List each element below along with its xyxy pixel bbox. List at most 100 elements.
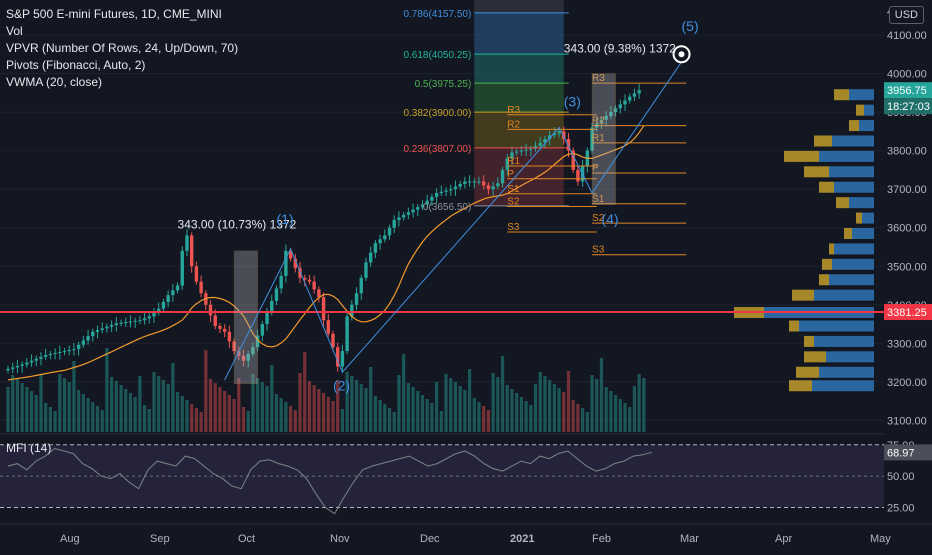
volume-bar bbox=[500, 356, 505, 432]
candle-body bbox=[251, 347, 255, 354]
candle-body bbox=[152, 312, 156, 317]
volume-bar bbox=[524, 401, 528, 432]
volume-bar bbox=[458, 386, 462, 432]
volume-bar bbox=[515, 393, 519, 432]
legend-pivots[interactable]: Pivots (Fibonacci, Auto, 2) bbox=[6, 58, 146, 72]
volume-bar bbox=[599, 358, 604, 432]
pivot-set2-label: S1 bbox=[592, 194, 605, 205]
volume-bar bbox=[77, 390, 81, 432]
candle-body bbox=[218, 326, 222, 329]
volume-bar bbox=[227, 395, 231, 432]
volume-bar bbox=[623, 403, 627, 432]
volume-bar bbox=[265, 386, 269, 432]
measure-box bbox=[591, 73, 616, 205]
target-icon bbox=[672, 45, 691, 64]
candle-body bbox=[284, 250, 288, 276]
volume-bar bbox=[284, 402, 288, 432]
price-tick: 4000.00 bbox=[887, 69, 927, 81]
time-tick: May bbox=[870, 533, 891, 545]
volume-bar bbox=[477, 402, 481, 432]
candle-body bbox=[29, 360, 34, 363]
volume-bar bbox=[161, 380, 166, 432]
target-icon-center bbox=[678, 51, 685, 58]
candle-body bbox=[354, 293, 359, 305]
candle-body bbox=[11, 367, 15, 369]
legend-vpvr[interactable]: VPVR (Number Of Rows, 24, Up/Down, 70) bbox=[6, 41, 239, 55]
candle-body bbox=[53, 352, 57, 354]
last-price-value: 3956.75 bbox=[887, 85, 927, 97]
volume-bar bbox=[326, 397, 330, 432]
pivot-set1-label: P bbox=[507, 169, 514, 180]
candle-body bbox=[48, 353, 53, 355]
volume-bar bbox=[581, 408, 585, 432]
volume-bar bbox=[25, 387, 29, 432]
candle-body bbox=[222, 328, 227, 332]
volume-bar bbox=[387, 408, 392, 432]
volume-bar bbox=[251, 374, 255, 432]
candle-body bbox=[208, 304, 213, 316]
candle-body bbox=[543, 139, 547, 143]
volume-bar bbox=[298, 373, 302, 432]
pivot-set2-label: R2 bbox=[592, 116, 605, 127]
vpvr-bar bbox=[784, 150, 819, 162]
price-tick: 3200.00 bbox=[887, 377, 927, 389]
volume-bar bbox=[383, 404, 387, 432]
volume-bar bbox=[609, 391, 613, 432]
candle-body bbox=[458, 184, 462, 187]
candle-body bbox=[86, 336, 90, 341]
mfi-legend[interactable]: MFI (14) bbox=[6, 441, 52, 455]
volume-bar bbox=[166, 384, 170, 432]
candle-body bbox=[194, 266, 199, 282]
candle-body bbox=[350, 304, 354, 317]
volume-bar bbox=[557, 388, 561, 432]
volume-bar bbox=[411, 387, 415, 432]
candle-body bbox=[387, 227, 392, 236]
volume-bar bbox=[232, 399, 236, 432]
candle-body bbox=[604, 115, 608, 120]
volume-bar bbox=[562, 392, 566, 432]
vpvr-bar bbox=[849, 89, 874, 101]
legend-volume[interactable]: Vol bbox=[6, 24, 23, 38]
candle-body bbox=[444, 190, 448, 192]
candle-body bbox=[566, 139, 571, 151]
volume-bar bbox=[416, 391, 420, 432]
volume-bar bbox=[392, 412, 396, 432]
volume-bar bbox=[576, 404, 580, 432]
chart-title[interactable]: S&P 500 E-mini Futures, 1D, CME_MINI bbox=[6, 7, 222, 21]
volume-bar bbox=[613, 395, 618, 432]
time-tick: Apr bbox=[775, 533, 792, 545]
volume-bar bbox=[279, 398, 283, 432]
vpvr-bar bbox=[834, 243, 874, 255]
candle-body bbox=[637, 90, 641, 94]
currency-button[interactable]: USD bbox=[888, 6, 924, 24]
candle-body bbox=[420, 204, 425, 208]
vpvr-bar bbox=[829, 166, 874, 178]
candle-body bbox=[185, 235, 189, 251]
volume-bar bbox=[406, 383, 410, 432]
pivot-set1-label: S1 bbox=[507, 184, 520, 195]
candle-body bbox=[472, 181, 476, 183]
volume-bar bbox=[345, 372, 349, 432]
mfi-tick: 25.00 bbox=[887, 502, 915, 514]
volume-bar bbox=[510, 389, 514, 432]
vpvr-bar bbox=[836, 197, 849, 209]
volume-bar bbox=[105, 348, 109, 432]
volume-bar bbox=[95, 406, 100, 432]
fib-level-label: 0.5(3975.25) bbox=[415, 79, 472, 90]
volume-bar bbox=[317, 389, 321, 432]
fib-zone bbox=[474, 12, 564, 55]
last-price-badge bbox=[884, 82, 932, 99]
candle-body bbox=[590, 127, 594, 151]
legend-vwma[interactable]: VWMA (20, close) bbox=[6, 75, 103, 89]
volume-bar bbox=[128, 393, 133, 432]
vpvr-bar bbox=[829, 274, 874, 286]
volume-bar bbox=[548, 380, 552, 432]
volume-bar bbox=[595, 379, 599, 432]
time-tick: Nov bbox=[330, 533, 350, 545]
volume-bar bbox=[44, 403, 48, 432]
time-tick: Dec bbox=[420, 533, 440, 545]
candle-body bbox=[270, 300, 274, 313]
candle-body bbox=[274, 288, 279, 301]
